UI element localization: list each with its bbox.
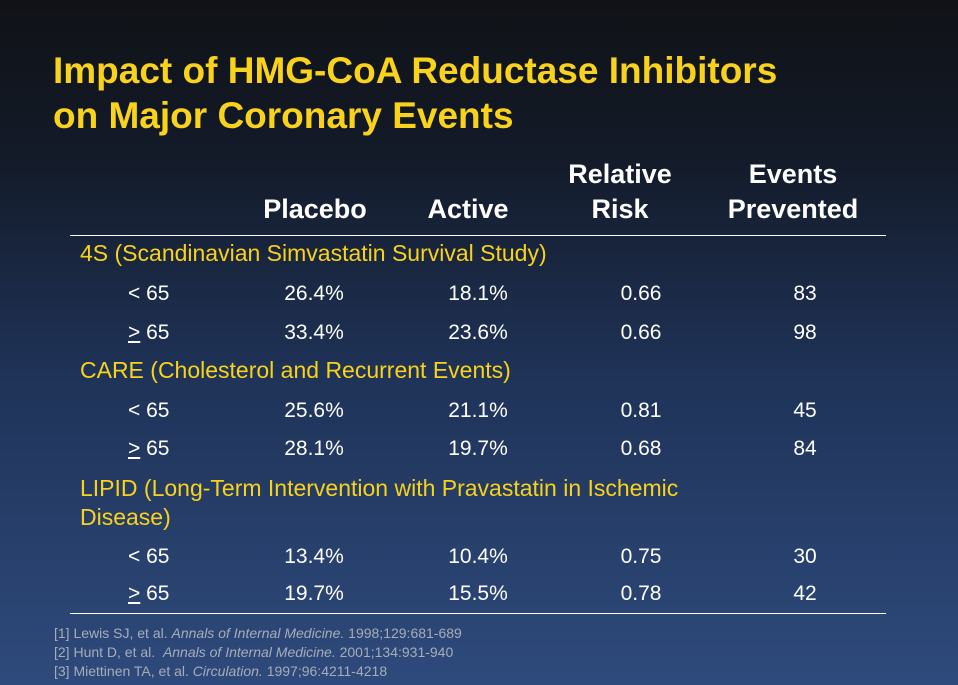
relative-risk-value: 0.81 (620, 399, 662, 422)
group-title-4s: 4S (Scandinavian Simvastatin Survival St… (80, 240, 547, 266)
age-operator: < (128, 545, 141, 568)
column-header-relative-risk-line2: Risk (591, 194, 649, 224)
age-value: 65 (146, 321, 170, 344)
events-prevented-value: 98 (793, 321, 817, 344)
reference-journal: Annals of Internal Medicine. (162, 644, 336, 660)
slide-title-line2: on Major Coronary Events (53, 95, 514, 136)
placebo-value: 25.6% (284, 399, 344, 422)
relative-risk-value: 0.78 (620, 582, 662, 605)
column-header-events-prevented-line1: Events (748, 159, 838, 189)
row-age-label: > 65 (128, 319, 169, 347)
age-operator: > (128, 582, 141, 605)
events-prevented-value: 84 (793, 437, 817, 460)
row-age-label: < 65 (128, 397, 169, 425)
age-value: 65 (146, 582, 170, 605)
placebo-value: 33.4% (284, 321, 344, 344)
relative-risk-value: 0.66 (620, 321, 662, 344)
group-title-care: CARE (Cholesterol and Recurrent Events) (80, 357, 511, 383)
age-value: 65 (146, 545, 170, 568)
column-header-active-label: Active (427, 194, 509, 224)
active-value: 15.5% (448, 582, 508, 605)
age-operator: > (128, 321, 141, 344)
row-age-label: > 65 (128, 435, 169, 463)
slide-title-line1: Impact of HMG-CoA Reductase Inhibitors (53, 50, 778, 91)
table-row: < 65 13.4% 10.4% 0.75 30 (0, 543, 958, 571)
reference-authors: [2] Hunt D, et al. (54, 644, 163, 660)
reference-item: [2] Hunt D, et al. Annals of Internal Me… (54, 643, 462, 662)
age-value: 65 (146, 399, 170, 422)
relative-risk-value: 0.68 (620, 437, 662, 460)
group-title-lipid-line2: Disease) (80, 504, 171, 530)
references: [1] Lewis SJ, et al. Annals of Internal … (54, 624, 462, 681)
row-age-label: < 65 (128, 280, 169, 308)
row-age-label: > 65 (128, 580, 169, 608)
age-value: 65 (146, 437, 170, 460)
active-value: 23.6% (448, 321, 508, 344)
placebo-value: 26.4% (284, 282, 344, 305)
table-row: > 65 19.7% 15.5% 0.78 42 (0, 580, 958, 608)
column-header-placebo-label: Placebo (263, 194, 367, 224)
active-value: 10.4% (448, 545, 508, 568)
reference-citation: 1997;96:4211-4218 (262, 663, 388, 679)
table-row: > 65 33.4% 23.6% 0.66 98 (0, 319, 958, 347)
reference-authors: [3] Miettinen TA, et al. (54, 663, 193, 679)
column-header-relative-risk: Relative Risk (545, 157, 695, 227)
age-operator: < (128, 399, 141, 422)
placebo-value: 28.1% (284, 437, 344, 460)
placebo-value: 19.7% (284, 582, 344, 605)
row-age-label: < 65 (128, 543, 169, 571)
relative-risk-value: 0.66 (620, 282, 662, 305)
reference-item: [1] Lewis SJ, et al. Annals of Internal … (54, 624, 462, 643)
reference-item: [3] Miettinen TA, et al. Circulation. 19… (54, 662, 462, 681)
events-prevented-value: 42 (793, 582, 817, 605)
table-top-rule (70, 235, 886, 236)
column-header-active: Active (408, 192, 528, 227)
age-value: 65 (146, 282, 170, 305)
group-title-lipid-line1: LIPID (Long-Term Intervention with Prava… (80, 475, 679, 501)
active-value: 21.1% (448, 399, 508, 422)
placebo-value: 13.4% (284, 545, 344, 568)
reference-citation: 2001;134:931-940 (335, 644, 454, 660)
table-row: < 65 26.4% 18.1% 0.66 83 (0, 280, 958, 308)
table-row: > 65 28.1% 19.7% 0.68 84 (0, 435, 958, 463)
column-header-placebo: Placebo (245, 192, 385, 227)
column-header-events-prevented: Events Prevented (708, 157, 878, 227)
table-row: < 65 25.6% 21.1% 0.81 45 (0, 397, 958, 425)
reference-citation: 1998;129:681-689 (344, 625, 462, 641)
age-operator: < (128, 282, 141, 305)
column-header-relative-risk-line1: Relative (568, 159, 672, 189)
table-bottom-rule (70, 613, 886, 614)
events-prevented-value: 83 (793, 282, 817, 305)
events-prevented-value: 45 (793, 399, 817, 422)
reference-journal: Circulation. (192, 663, 263, 679)
reference-authors: [1] Lewis SJ, et al. (54, 625, 172, 641)
reference-journal: Annals of Internal Medicine. (171, 625, 345, 641)
events-prevented-value: 30 (793, 545, 817, 568)
age-operator: > (128, 437, 141, 460)
active-value: 19.7% (448, 437, 508, 460)
column-header-events-prevented-line2: Prevented (727, 194, 859, 224)
slide-title: Impact of HMG-CoA Reductase Inhibitors o… (53, 48, 933, 138)
relative-risk-value: 0.75 (620, 545, 662, 568)
active-value: 18.1% (448, 282, 508, 305)
group-title-lipid: LIPID (Long-Term Intervention with Prava… (80, 474, 678, 532)
